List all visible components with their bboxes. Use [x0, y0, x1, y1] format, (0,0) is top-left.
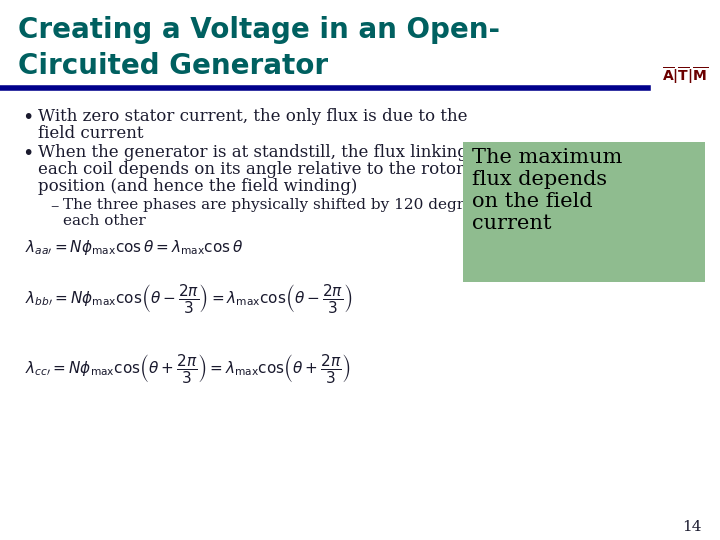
Text: Creating a Voltage in an Open-: Creating a Voltage in an Open-	[18, 16, 500, 44]
Text: current: current	[472, 214, 552, 233]
Text: on the field: on the field	[472, 192, 593, 211]
Text: •: •	[22, 144, 33, 163]
Text: The three phases are physically shifted by 120 degrees from: The three phases are physically shifted …	[63, 198, 531, 212]
Text: field current: field current	[38, 125, 143, 142]
Text: $\lambda_{aa\prime} = N\phi_{\mathrm{max}} \cos\theta = \lambda_{\mathrm{max}} \: $\lambda_{aa\prime} = N\phi_{\mathrm{max…	[25, 238, 243, 257]
FancyBboxPatch shape	[0, 0, 720, 90]
Text: $\lambda_{bb\prime} = N\phi_{\mathrm{max}} \cos\!\left(\theta - \dfrac{2\pi}{3}\: $\lambda_{bb\prime} = N\phi_{\mathrm{max…	[25, 282, 352, 315]
Text: $\mathbf{\overline{A}|\overline{T}|\overline{M}}$: $\mathbf{\overline{A}|\overline{T}|\over…	[662, 66, 708, 86]
Text: flux depends: flux depends	[472, 170, 607, 189]
Text: The maximum: The maximum	[472, 148, 622, 167]
Text: •: •	[22, 108, 33, 127]
Text: With zero stator current, the only flux is due to the: With zero stator current, the only flux …	[38, 108, 467, 125]
Text: Circuited Generator: Circuited Generator	[18, 52, 328, 80]
Text: each coil depends on its angle relative to the rotor’s: each coil depends on its angle relative …	[38, 161, 478, 178]
Text: position (and hence the field winding): position (and hence the field winding)	[38, 178, 357, 195]
Text: each other: each other	[63, 214, 145, 228]
Text: $\lambda_{cc\prime} = N\phi_{\mathrm{max}} \cos\!\left(\theta + \dfrac{2\pi}{3}\: $\lambda_{cc\prime} = N\phi_{\mathrm{max…	[25, 352, 351, 385]
Text: –: –	[50, 198, 58, 215]
Text: When the generator is at standstill, the flux linking: When the generator is at standstill, the…	[38, 144, 468, 161]
Text: 14: 14	[683, 520, 702, 534]
FancyBboxPatch shape	[0, 88, 720, 540]
FancyBboxPatch shape	[463, 142, 705, 282]
